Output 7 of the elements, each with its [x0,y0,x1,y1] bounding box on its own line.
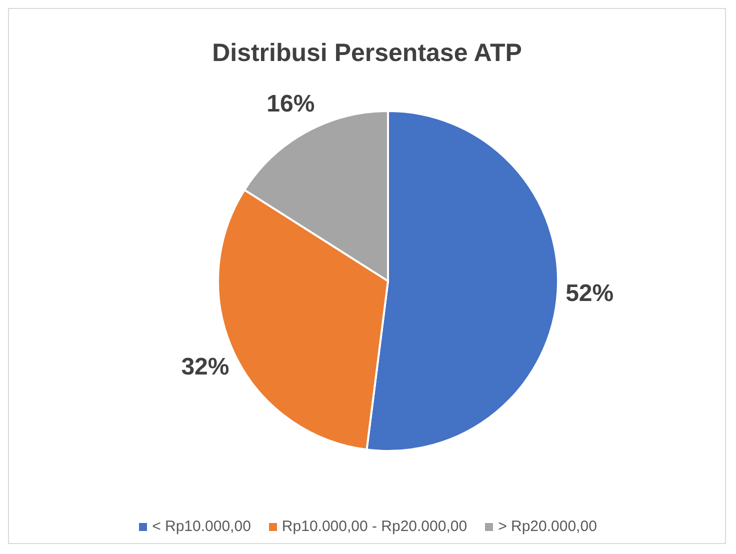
data-label: 52% [566,280,614,308]
data-label: 16% [266,90,315,118]
data-label: 32% [181,354,230,381]
legend-label: < Rp10.000,00 [151,518,251,535]
legend-label: Rp10.000,00 - Rp20.000,00 [280,518,468,535]
chart-title: Distribusi Persentase ATP [211,38,523,69]
legend-label: > Rp20.000,00 [497,518,597,535]
